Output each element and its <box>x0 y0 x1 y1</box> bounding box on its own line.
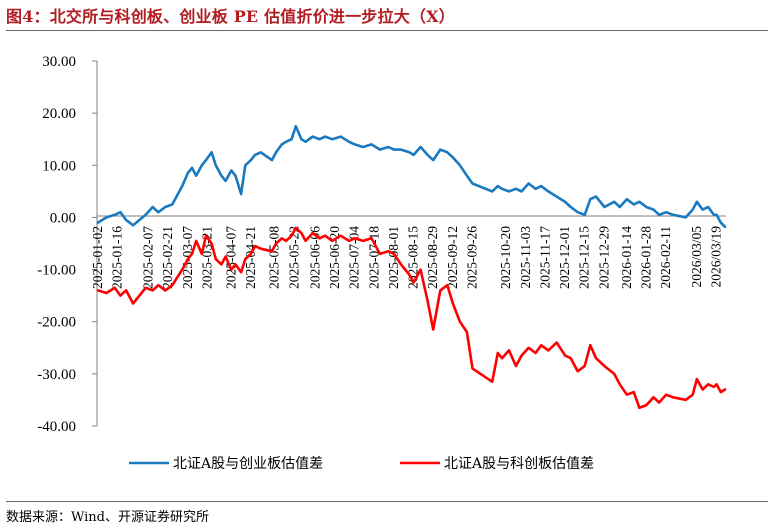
x-tick-label: 2025-12-01 <box>557 226 572 289</box>
legend-label-2: 北证A股与科创板估值差 <box>444 456 594 472</box>
x-tick-label: 2025-12-15 <box>577 226 592 289</box>
x-tick-label: 2025-06-20 <box>327 226 342 289</box>
x-tick-label: 2025-11-17 <box>537 226 552 289</box>
x-tick-label: 2025-02-07 <box>140 226 155 289</box>
x-tick-label: 2025-12-29 <box>596 226 611 289</box>
y-axis: 30.00 20.00 10.00 0.00 -10.00 -20.00 -30.00 -40… <box>37 54 98 435</box>
title-divider <box>6 30 768 31</box>
y-tick-label: 20.00 <box>42 106 76 122</box>
x-tick-label: 2025-06-06 <box>307 226 322 289</box>
data-source-note: 数据来源：Wind、开源证券研究所 <box>6 510 209 525</box>
x-tick-label: 2025-02-21 <box>160 226 175 289</box>
x-tick-label: 2026-01-14 <box>619 226 634 289</box>
x-tick-label: 2026-02-11 <box>658 226 673 289</box>
line-chart: 30.00 20.00 10.00 0.00 -10.00 -20.00 -30.00 -40… <box>37 54 727 472</box>
x-tick-label: 2025-05-22 <box>286 226 301 289</box>
y-tick-label: 0.00 <box>50 210 76 226</box>
y-tick-label: -30.00 <box>37 367 76 383</box>
x-tick-label: 2025-01-02 <box>90 226 105 289</box>
x-tick-label: 2025-03-07 <box>180 226 195 289</box>
y-tick-label: -40.00 <box>37 419 76 435</box>
x-tick-label: 2025-11-03 <box>518 226 533 289</box>
x-tick-label: 2025-04-07 <box>223 226 238 289</box>
x-tick-label: 2026/03/05 <box>689 226 704 288</box>
y-tick-label: -10.00 <box>37 263 76 279</box>
series-line-2 <box>96 226 727 410</box>
source-divider <box>6 501 768 502</box>
x-axis: 2025-01-02 2025-01-16 2025-02-07 2025-02-21… <box>90 215 726 289</box>
x-tick-label: 2025-08-01 <box>386 226 401 289</box>
chart-title: 图4：北交所与科创板、创业板 PE 估值折价进一步拉大（X） <box>6 7 455 26</box>
x-tick-label: 2025-05-08 <box>267 226 282 289</box>
x-tick-label: 2025-07-18 <box>366 226 381 289</box>
x-tick-label: 2025-01-16 <box>110 226 125 289</box>
x-tick-label: 2026-01-28 <box>638 226 653 289</box>
x-tick-label: 2025-10-20 <box>498 226 513 289</box>
x-tick-label: 2025-04-21 <box>243 226 258 289</box>
x-tick-label: 2025-08-29 <box>425 226 440 289</box>
y-tick-label: 10.00 <box>42 158 76 174</box>
legend-label-1: 北证A股与创业板估值差 <box>173 456 323 472</box>
x-tick-label: 2025-07-04 <box>347 226 362 289</box>
x-tick-label: 2025-09-26 <box>465 226 480 289</box>
legend: 北证A股与创业板估值差 北证A股与科创板估值差 <box>129 456 594 472</box>
y-tick-label: 30.00 <box>42 54 76 70</box>
x-tick-label: 2026/03/19 <box>709 226 724 288</box>
series-layer <box>96 124 727 410</box>
y-tick-label: -20.00 <box>37 315 76 331</box>
x-tick-label: 2025-09-12 <box>445 226 460 289</box>
series-line-1 <box>96 124 727 229</box>
